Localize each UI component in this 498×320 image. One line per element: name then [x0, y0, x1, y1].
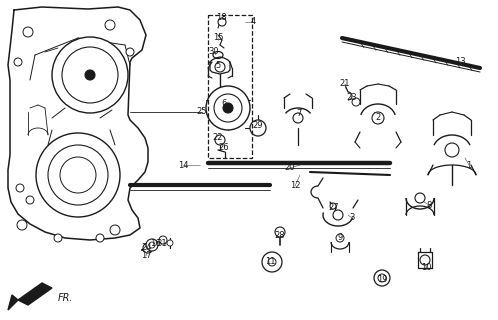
Circle shape [445, 143, 459, 157]
Text: 30: 30 [209, 47, 219, 57]
Circle shape [23, 27, 33, 37]
Circle shape [372, 112, 384, 124]
Circle shape [223, 103, 233, 113]
Text: 6: 6 [221, 99, 227, 108]
Circle shape [218, 18, 226, 26]
Circle shape [143, 243, 153, 253]
Text: 17: 17 [141, 252, 151, 260]
Text: 15: 15 [213, 34, 223, 43]
Text: 1: 1 [466, 161, 472, 170]
Text: 22: 22 [213, 133, 223, 142]
Circle shape [14, 58, 22, 66]
Circle shape [333, 210, 343, 220]
Bar [208, 15, 252, 158]
Circle shape [378, 274, 386, 282]
Circle shape [110, 225, 120, 235]
Text: 14: 14 [178, 161, 188, 170]
Circle shape [159, 236, 167, 244]
Circle shape [415, 193, 425, 203]
Circle shape [26, 196, 34, 204]
Circle shape [206, 86, 250, 130]
Circle shape [126, 48, 134, 56]
Text: 18: 18 [216, 13, 226, 22]
Circle shape [250, 120, 266, 136]
Text: 10: 10 [421, 263, 431, 273]
Circle shape [420, 255, 430, 265]
Circle shape [96, 234, 104, 242]
Circle shape [54, 234, 62, 242]
Text: 9: 9 [337, 233, 343, 242]
Text: 5: 5 [215, 60, 221, 69]
Circle shape [105, 20, 115, 30]
Text: 19: 19 [377, 276, 387, 284]
Circle shape [352, 98, 360, 106]
Circle shape [146, 239, 158, 251]
Text: 12: 12 [290, 181, 300, 190]
Text: 7: 7 [296, 108, 302, 117]
Text: 25: 25 [197, 108, 207, 116]
Circle shape [275, 227, 285, 237]
Text: 26: 26 [219, 143, 229, 153]
Circle shape [149, 242, 155, 248]
Text: 16: 16 [150, 238, 160, 247]
Circle shape [85, 70, 95, 80]
Text: 27: 27 [329, 204, 339, 212]
Text: 24: 24 [142, 244, 152, 252]
Circle shape [36, 133, 120, 217]
Text: 23: 23 [347, 93, 357, 102]
Text: 3: 3 [349, 213, 355, 222]
Circle shape [52, 37, 128, 113]
Circle shape [374, 270, 390, 286]
Circle shape [268, 258, 276, 266]
Circle shape [62, 47, 118, 103]
Text: FR.: FR. [58, 293, 74, 303]
Circle shape [167, 240, 173, 246]
Circle shape [16, 184, 24, 192]
Circle shape [17, 220, 27, 230]
Circle shape [215, 62, 225, 72]
Text: 4: 4 [250, 18, 255, 27]
Text: 2: 2 [375, 114, 380, 123]
Text: 8: 8 [426, 201, 432, 210]
Circle shape [48, 145, 108, 205]
Circle shape [60, 157, 96, 193]
Circle shape [215, 135, 225, 145]
Text: 28: 28 [275, 231, 285, 241]
Polygon shape [18, 283, 52, 305]
Text: 11: 11 [265, 258, 275, 267]
Text: 20: 20 [285, 164, 295, 172]
Text: 21: 21 [340, 79, 350, 89]
Circle shape [336, 234, 344, 242]
Circle shape [262, 252, 282, 272]
Circle shape [214, 94, 242, 122]
Circle shape [293, 113, 303, 123]
Polygon shape [8, 295, 18, 310]
Text: 13: 13 [455, 58, 465, 67]
Text: 31: 31 [157, 238, 167, 247]
Circle shape [330, 203, 336, 209]
Text: 29: 29 [253, 122, 263, 131]
